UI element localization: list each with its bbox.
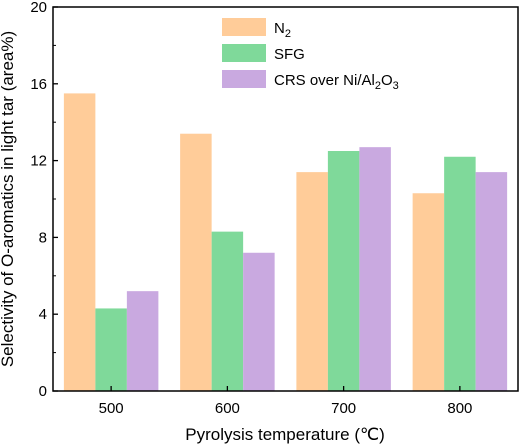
legend-label-series-3: CRS over Ni/Al2O3	[274, 72, 399, 92]
x-tick-label: 800	[447, 400, 472, 417]
legend-label-series-1: N2	[274, 20, 291, 40]
legend-swatch-series-2	[222, 44, 266, 62]
y-tick-label: 0	[39, 383, 47, 400]
legend: N2 SFG CRS over Ni/Al2O3	[222, 18, 399, 92]
y-tick-label: 16	[30, 76, 47, 93]
bar-700-series-1	[296, 172, 328, 391]
bar-700-series-3	[359, 147, 391, 391]
x-axis-title: Pyrolysis temperature (℃)	[185, 425, 385, 444]
legend-swatch-series-3	[222, 70, 266, 88]
bar-600-series-3	[243, 252, 275, 391]
y-axis-title: Selectivity of O-aromatics in light tar …	[0, 31, 17, 367]
x-tick-label: 500	[99, 400, 124, 417]
bars-group	[63, 93, 508, 392]
y-tick-label: 12	[30, 153, 47, 170]
x-tick-label: 600	[215, 400, 240, 417]
bar-800-series-1	[412, 193, 445, 391]
bar-700-series-2	[327, 151, 360, 391]
bar-500-series-3	[126, 291, 159, 391]
bar-600-series-1	[180, 133, 212, 391]
y-tick-label: 20	[30, 0, 47, 16]
bar-800-series-2	[444, 156, 476, 391]
x-axis: 500 600 700 800	[99, 386, 472, 417]
bar-600-series-2	[211, 231, 244, 391]
bar-800-series-3	[475, 172, 508, 391]
bar-500-series-1	[63, 93, 96, 392]
bar-500-series-2	[95, 308, 127, 391]
legend-swatch-series-1	[222, 18, 266, 36]
legend-label-series-2: SFG	[274, 46, 305, 63]
y-tick-label: 4	[39, 306, 47, 323]
x-tick-label: 700	[331, 400, 356, 417]
y-tick-label: 8	[39, 229, 47, 246]
y-axis: 0 4 8 12 16 20	[30, 0, 58, 400]
